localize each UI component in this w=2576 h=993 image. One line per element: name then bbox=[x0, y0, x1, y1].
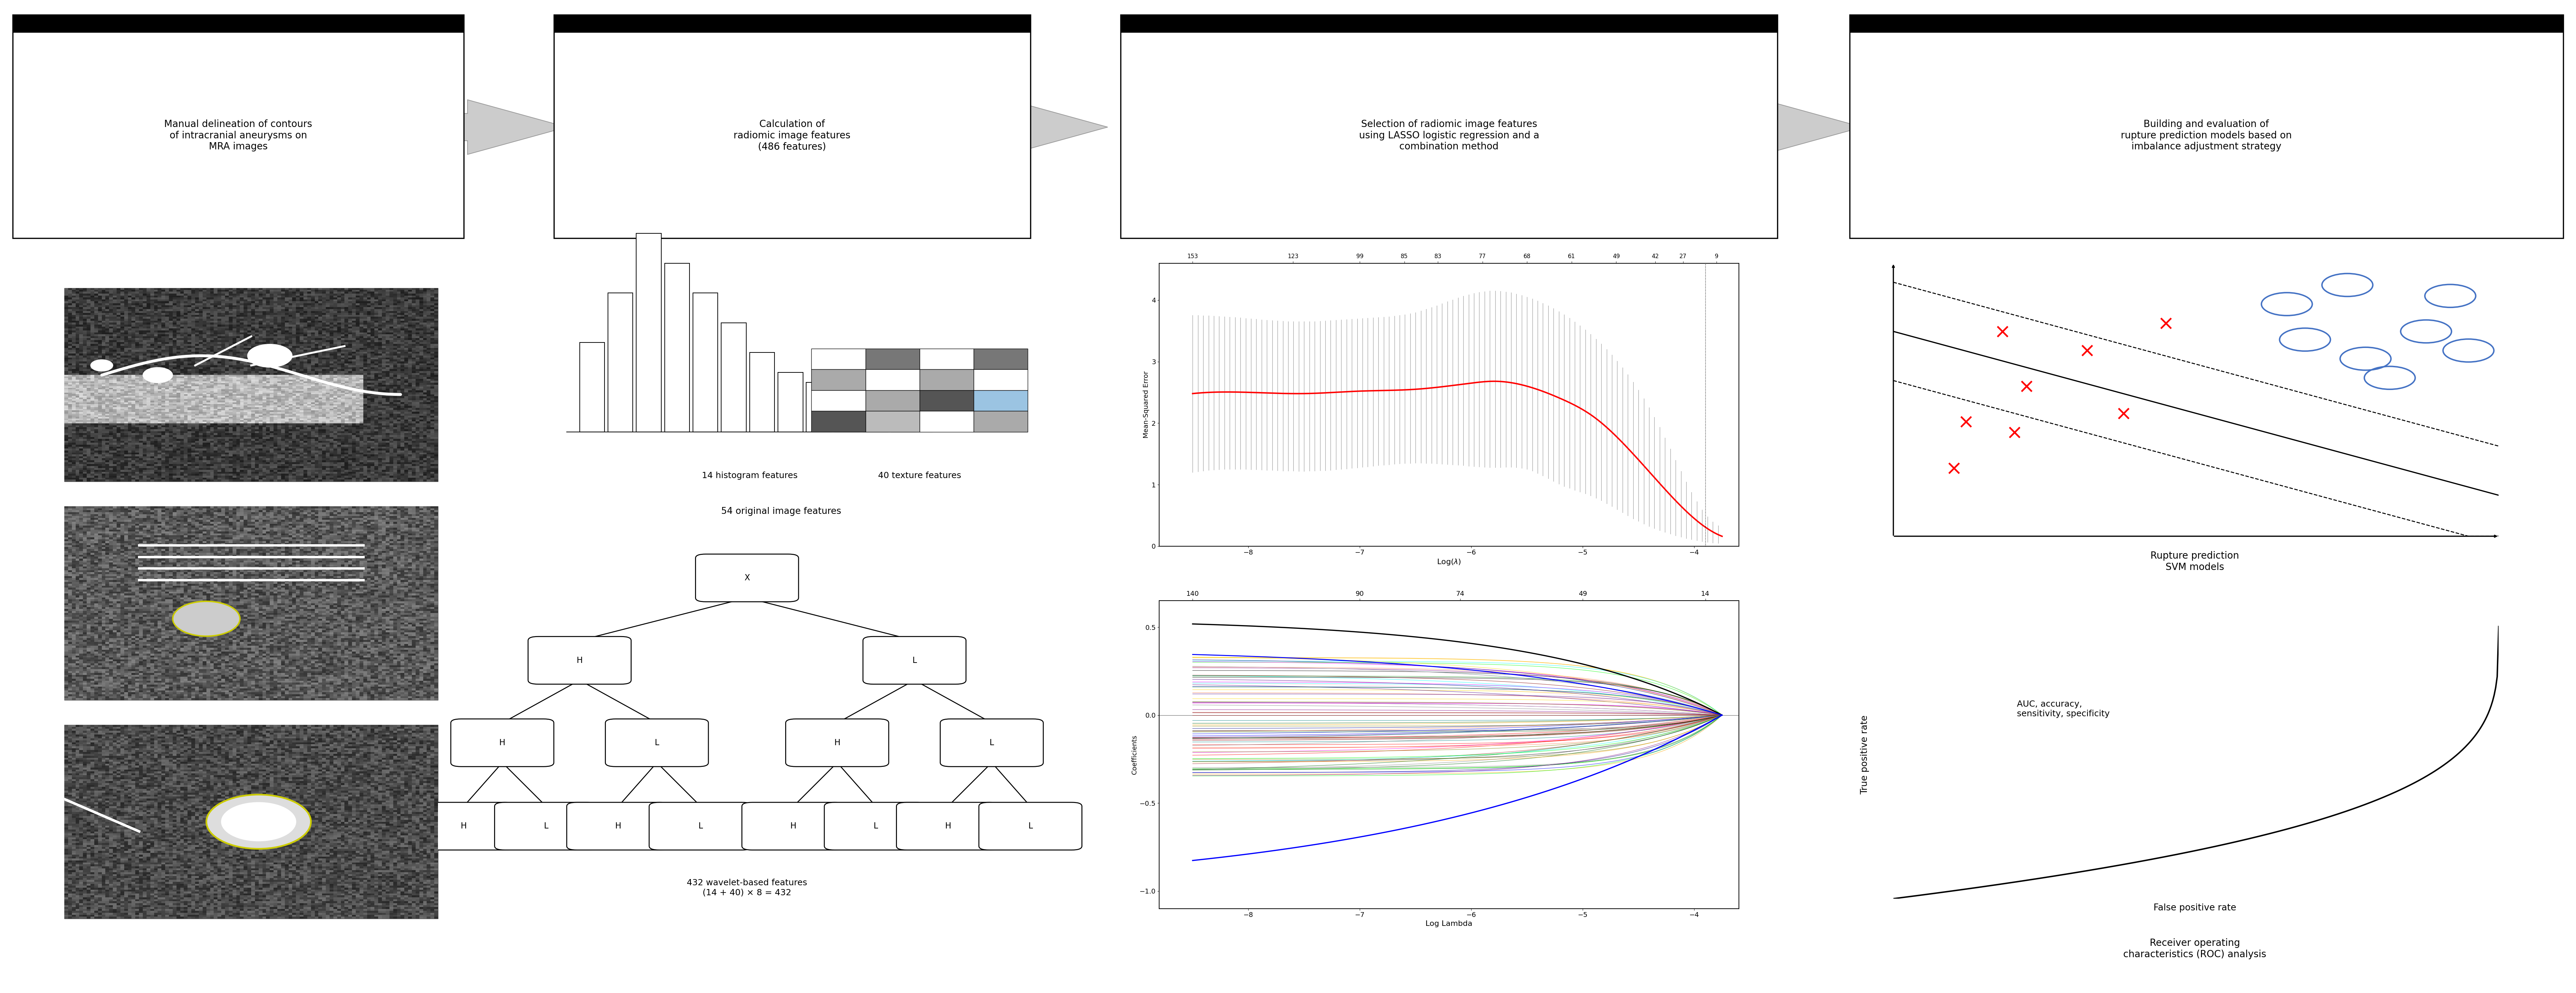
X-axis label: Log Lambda: Log Lambda bbox=[1425, 921, 1473, 927]
FancyBboxPatch shape bbox=[605, 719, 708, 767]
FancyBboxPatch shape bbox=[778, 372, 804, 432]
Text: Rupture prediction
SVM models: Rupture prediction SVM models bbox=[2151, 551, 2239, 572]
Text: Selection of radiomic image features
using LASSO logistic regression and a
combi: Selection of radiomic image features usi… bbox=[1360, 119, 1538, 152]
FancyBboxPatch shape bbox=[974, 349, 1028, 369]
FancyBboxPatch shape bbox=[863, 407, 889, 432]
FancyBboxPatch shape bbox=[863, 637, 966, 684]
FancyBboxPatch shape bbox=[528, 637, 631, 684]
FancyBboxPatch shape bbox=[940, 719, 1043, 767]
FancyBboxPatch shape bbox=[64, 725, 438, 919]
Circle shape bbox=[142, 367, 173, 383]
Text: 54 original image features: 54 original image features bbox=[721, 506, 842, 516]
FancyBboxPatch shape bbox=[920, 390, 974, 411]
FancyBboxPatch shape bbox=[811, 369, 866, 390]
FancyBboxPatch shape bbox=[451, 719, 554, 767]
Y-axis label: Mean-Squared Error: Mean-Squared Error bbox=[1144, 371, 1149, 438]
Text: X: X bbox=[744, 574, 750, 582]
FancyBboxPatch shape bbox=[412, 802, 515, 850]
FancyBboxPatch shape bbox=[64, 506, 438, 700]
Polygon shape bbox=[1718, 100, 1862, 154]
FancyBboxPatch shape bbox=[974, 390, 1028, 411]
FancyBboxPatch shape bbox=[64, 288, 438, 482]
FancyBboxPatch shape bbox=[896, 802, 999, 850]
FancyBboxPatch shape bbox=[866, 349, 920, 369]
FancyBboxPatch shape bbox=[13, 15, 464, 238]
Text: Manual delineation of contours
of intracranial aneurysms on
MRA images: Manual delineation of contours of intrac… bbox=[165, 119, 312, 152]
FancyBboxPatch shape bbox=[495, 802, 598, 850]
Text: L: L bbox=[912, 656, 917, 664]
FancyBboxPatch shape bbox=[920, 369, 974, 390]
Text: 40 texture features: 40 texture features bbox=[878, 472, 961, 480]
Circle shape bbox=[222, 802, 296, 841]
Text: H: H bbox=[835, 739, 840, 747]
Text: Building and evaluation of
rupture prediction models based on
imbalance adjustme: Building and evaluation of rupture predi… bbox=[2120, 119, 2293, 152]
FancyBboxPatch shape bbox=[693, 293, 719, 432]
Text: L: L bbox=[989, 739, 994, 747]
Text: H: H bbox=[791, 822, 796, 830]
FancyBboxPatch shape bbox=[665, 263, 690, 432]
FancyBboxPatch shape bbox=[1850, 15, 2563, 238]
FancyBboxPatch shape bbox=[13, 15, 464, 33]
Text: False positive rate: False positive rate bbox=[2154, 904, 2236, 913]
FancyBboxPatch shape bbox=[974, 369, 1028, 390]
FancyBboxPatch shape bbox=[824, 802, 927, 850]
Text: L: L bbox=[1028, 822, 1033, 830]
FancyBboxPatch shape bbox=[891, 414, 917, 432]
FancyBboxPatch shape bbox=[974, 411, 1028, 432]
FancyBboxPatch shape bbox=[920, 349, 974, 369]
FancyBboxPatch shape bbox=[866, 411, 920, 432]
FancyBboxPatch shape bbox=[920, 411, 974, 432]
Text: 14 histogram features: 14 histogram features bbox=[701, 472, 799, 480]
FancyBboxPatch shape bbox=[608, 293, 634, 432]
FancyBboxPatch shape bbox=[811, 411, 866, 432]
Text: H: H bbox=[945, 822, 951, 830]
Circle shape bbox=[90, 359, 113, 371]
Text: H: H bbox=[616, 822, 621, 830]
Text: H: H bbox=[577, 656, 582, 664]
Circle shape bbox=[173, 602, 240, 637]
Text: True positive rate: True positive rate bbox=[1860, 715, 1870, 794]
Text: L: L bbox=[873, 822, 878, 830]
Text: Receiver operating
characteristics (ROC) analysis: Receiver operating characteristics (ROC)… bbox=[2123, 938, 2267, 959]
Circle shape bbox=[206, 794, 312, 849]
FancyBboxPatch shape bbox=[567, 802, 670, 850]
FancyBboxPatch shape bbox=[649, 802, 752, 850]
FancyBboxPatch shape bbox=[721, 323, 747, 432]
Text: L: L bbox=[544, 822, 549, 830]
FancyBboxPatch shape bbox=[1121, 15, 1777, 238]
FancyBboxPatch shape bbox=[835, 397, 860, 432]
FancyBboxPatch shape bbox=[811, 349, 866, 369]
FancyBboxPatch shape bbox=[811, 390, 866, 411]
FancyBboxPatch shape bbox=[554, 15, 1030, 238]
FancyBboxPatch shape bbox=[1850, 15, 2563, 33]
FancyBboxPatch shape bbox=[786, 719, 889, 767]
X-axis label: Log($\lambda$): Log($\lambda$) bbox=[1437, 558, 1461, 566]
Circle shape bbox=[247, 345, 291, 367]
Polygon shape bbox=[963, 100, 1108, 154]
Text: L: L bbox=[698, 822, 703, 830]
Text: H: H bbox=[500, 739, 505, 747]
FancyBboxPatch shape bbox=[866, 369, 920, 390]
Y-axis label: Coefficients: Coefficients bbox=[1131, 735, 1139, 775]
FancyBboxPatch shape bbox=[636, 233, 662, 432]
FancyBboxPatch shape bbox=[554, 15, 1030, 33]
Text: AUC, accuracy,
sensitivity, specificity: AUC, accuracy, sensitivity, specificity bbox=[2017, 700, 2110, 718]
Text: 432 wavelet-based features
(14 + 40) × 8 = 432: 432 wavelet-based features (14 + 40) × 8… bbox=[688, 879, 806, 897]
FancyBboxPatch shape bbox=[742, 802, 845, 850]
Text: L: L bbox=[654, 739, 659, 747]
FancyBboxPatch shape bbox=[580, 343, 605, 432]
FancyBboxPatch shape bbox=[866, 390, 920, 411]
Text: H: H bbox=[461, 822, 466, 830]
FancyBboxPatch shape bbox=[696, 554, 799, 602]
FancyBboxPatch shape bbox=[1121, 15, 1777, 33]
Text: Calculation of
radiomic image features
(486 features): Calculation of radiomic image features (… bbox=[734, 119, 850, 152]
FancyBboxPatch shape bbox=[806, 382, 832, 432]
Polygon shape bbox=[422, 100, 567, 154]
FancyBboxPatch shape bbox=[750, 353, 775, 432]
FancyBboxPatch shape bbox=[979, 802, 1082, 850]
